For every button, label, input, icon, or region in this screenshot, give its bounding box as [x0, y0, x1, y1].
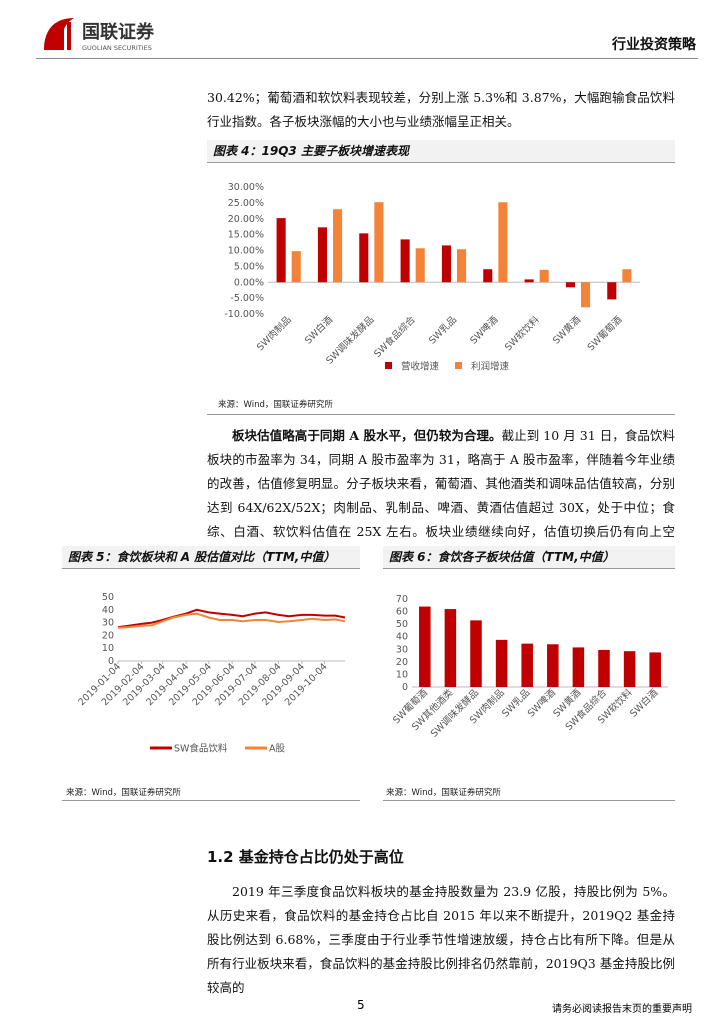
paragraph: 2019 年三季度食品饮料板块的基金持股数量为 23.9 亿股，持股比例为 5%…	[207, 884, 675, 995]
y-tick-label: 30	[396, 644, 408, 655]
source: 来源：Wind，国联证券研究所	[218, 400, 333, 410]
y-tick-label: 25.00%	[228, 198, 264, 209]
logo: 国联证券 GUOLIAN SECURITIES	[44, 18, 155, 52]
figure-title: 图表 4：19Q3 主要子板块增速表现	[207, 140, 675, 163]
y-tick-label: 0	[402, 682, 408, 693]
bar	[539, 269, 549, 283]
y-tick-label: -5.00%	[230, 293, 264, 304]
y-tick-label: 0	[108, 656, 114, 667]
bar	[649, 652, 661, 687]
x-tick-label: SW白酒	[302, 313, 335, 346]
x-tick-label: SW软饮料	[502, 313, 542, 353]
report-type: 行业投资策略	[612, 37, 696, 53]
y-tick-label: 50	[396, 619, 408, 630]
bar	[483, 269, 493, 283]
bar	[441, 245, 451, 283]
source: 来源：Wind，国联证券研究所	[66, 788, 181, 798]
bar	[495, 639, 508, 687]
bar	[498, 202, 508, 283]
x-tick-label: SW食品综合	[372, 313, 419, 360]
figure-rule	[62, 800, 360, 801]
paragraph-lead: 板块估值略高于同期 A 股水平，但仍较为合理。	[232, 428, 502, 443]
bar	[276, 218, 286, 283]
y-tick-label: 40	[102, 605, 114, 616]
x-tick-label: SW葡萄酒	[585, 313, 625, 353]
bar	[359, 233, 369, 283]
x-tick-label: SW乳品	[426, 314, 459, 347]
bar	[547, 644, 559, 687]
y-tick-label: 40	[396, 632, 408, 643]
figure-title: 图表 5：食饮板块和 A 股估值对比（TTM,中值）	[62, 546, 360, 569]
bar	[419, 606, 431, 687]
page-number: 5	[357, 998, 365, 1012]
logo-mark	[67, 22, 71, 50]
line	[117, 612, 346, 629]
logo-mark	[60, 26, 64, 50]
paragraph: 板块估值略高于同期 A 股水平，但仍较为合理。截止到 10 月 31 日，食品饮…	[207, 424, 675, 568]
bar	[622, 269, 632, 283]
figure-rule	[383, 800, 675, 801]
section-heading: 1.2 基金持仓占比仍处于高位	[207, 848, 404, 866]
line	[117, 608, 346, 629]
y-tick-label: 30.00%	[228, 182, 264, 193]
y-tick-label: 30	[102, 618, 114, 629]
y-tick-label: 60	[396, 607, 408, 618]
figure-title: 图表 6：食饮各子板块估值（TTM,中值）	[383, 546, 675, 569]
bar	[333, 209, 343, 283]
y-tick-label: 10	[102, 643, 114, 654]
bar	[607, 282, 617, 300]
x-tick-label: SW啤酒	[468, 313, 501, 346]
figure-rule	[207, 414, 675, 415]
bar	[581, 282, 591, 308]
bar	[291, 251, 301, 283]
legend-label: 利润增速	[471, 361, 510, 373]
legend-swatch	[455, 362, 462, 369]
bar	[572, 647, 585, 687]
y-tick-label: 15.00%	[228, 230, 264, 241]
legend-label: 营收增速	[401, 361, 440, 373]
chart: -10.00% -5.00% 0.00% 5.00% 10.00% 15.00% 20.00…	[224, 182, 640, 373]
y-tick-label: -10.00%	[224, 309, 264, 320]
source: 来源：Wind，国联证券研究所	[386, 788, 501, 798]
paragraph: 30.42%；葡萄酒和软饮料表现较差，分别上涨 5.3%和 3.87%，大幅跑输…	[207, 90, 675, 129]
bar	[565, 282, 575, 288]
y-tick-label: 20	[396, 657, 408, 668]
bar	[470, 620, 482, 687]
x-tick-label: SW白酒	[627, 686, 660, 719]
logo-mark	[44, 18, 74, 50]
bar	[444, 609, 457, 687]
bar	[457, 249, 467, 283]
paragraph-text: 截止到 10 月 31 日，食品饮料板块的市盈率为 34，同期 A 股市盈率为 …	[207, 428, 675, 563]
x-tick-label: SW黄酒	[550, 313, 583, 346]
y-tick-label: 10	[396, 669, 408, 680]
header-rule	[36, 58, 698, 59]
y-tick-label: 0.00%	[234, 277, 264, 288]
legend-label: A股	[269, 744, 285, 755]
logo-cn: 国联证券	[82, 21, 155, 43]
chart: 010203040506070SW葡萄酒SW其他酒类SW调味发酵品SW肉制品SW…	[390, 594, 668, 740]
y-tick-label: 70	[396, 594, 408, 605]
y-tick-label: 50	[102, 592, 114, 603]
y-tick-label: 10.00%	[228, 246, 264, 257]
y-tick-label: 20	[102, 630, 114, 641]
y-tick-label: 20.00%	[228, 214, 264, 225]
bar	[524, 279, 534, 283]
bar	[400, 239, 410, 283]
disclaimer: 请务必阅读报告末页的重要声明	[552, 1004, 692, 1015]
bar	[374, 202, 384, 283]
y-tick-label: 5.00%	[234, 261, 264, 272]
bar	[317, 227, 327, 283]
legend-swatch	[385, 362, 392, 369]
logo-en: GUOLIAN SECURITIES	[82, 44, 152, 52]
chart: 010203040502019-01-042019-02-042019-03-0…	[76, 592, 346, 755]
bar	[598, 649, 610, 687]
legend-label: SW食品饮料	[174, 743, 228, 755]
bar	[521, 643, 533, 687]
bar	[415, 248, 425, 283]
bar	[623, 651, 636, 687]
